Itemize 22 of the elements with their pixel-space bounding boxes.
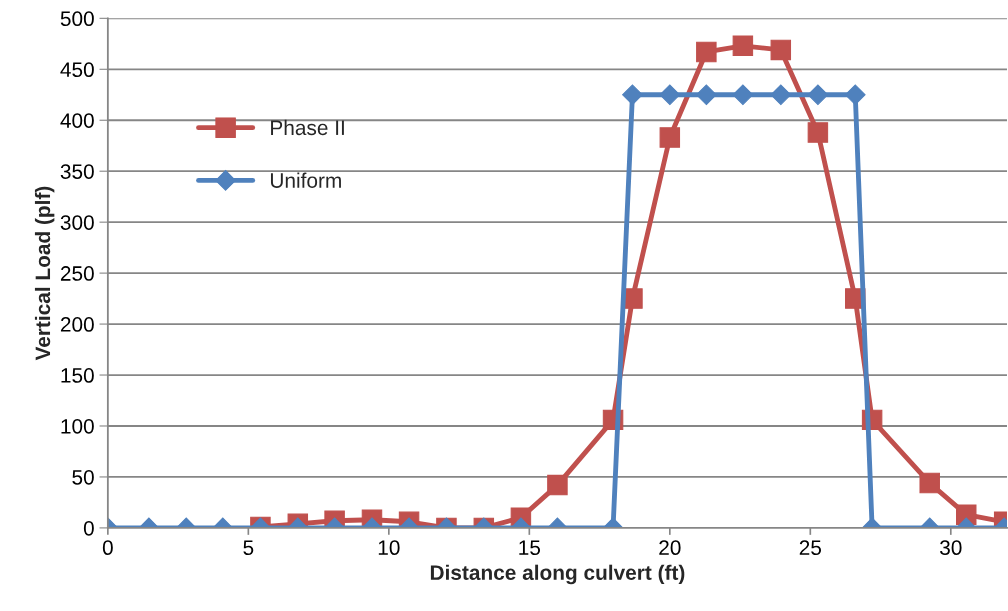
x-tick-label: 20 (659, 540, 681, 556)
y-tick-label: 500 (60, 11, 94, 27)
x-axis-title: Distance along culvert (ft) (430, 564, 685, 585)
y-tick-label: 400 (60, 113, 94, 128)
x-tick-label: 5 (243, 540, 254, 556)
y-tick-label: 0 (83, 520, 94, 536)
x-tick-label: 15 (519, 540, 541, 556)
x-tick-label: 30 (940, 540, 962, 556)
y-axis-title: Vertical Load (plf) (34, 186, 55, 361)
x-tick-label: 25 (799, 540, 822, 556)
legend-label: Uniform (270, 172, 341, 188)
y-tick-label: 100 (61, 418, 94, 434)
y-tick-label: 350 (60, 164, 94, 179)
legend-label: Phase II (271, 119, 344, 136)
y-tick-label: 50 (72, 469, 94, 485)
y-tick-label: 200 (60, 317, 94, 332)
y-tick-label: 300 (60, 215, 94, 230)
y-tick-label: 250 (60, 266, 94, 281)
x-tick-label: 0 (102, 540, 113, 556)
y-tick-label: 150 (61, 368, 94, 383)
x-tick-label: 10 (378, 540, 400, 556)
y-tick-label: 450 (60, 62, 94, 78)
